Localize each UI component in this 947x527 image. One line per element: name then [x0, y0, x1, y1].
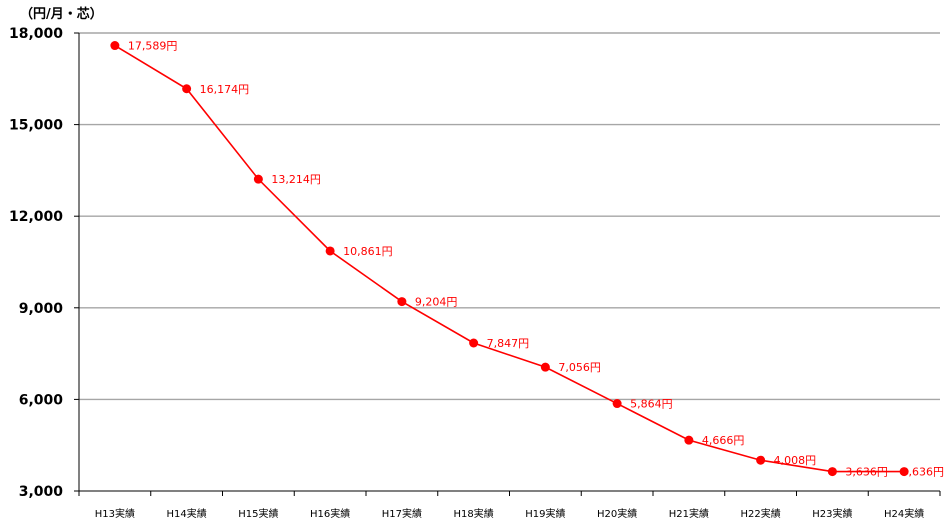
x-tick-labels: H13実績 H14実績 H15実績 H16実績 H17実績 H18実績 H19実績 H20実績…	[95, 507, 925, 520]
data-label: 4,008円	[774, 454, 817, 467]
y-tick-label: 3,000	[19, 484, 64, 500]
gridlines	[79, 32, 940, 401]
data-label: 3,636円	[845, 466, 888, 479]
data-point	[612, 399, 622, 409]
x-tick-label: H16実績	[310, 507, 350, 520]
x-tick-label: H21実績	[669, 507, 709, 520]
series-line	[114, 44, 905, 473]
x-tick-label: H18実績	[454, 507, 494, 520]
y-tick-label: 6,000	[19, 392, 64, 408]
data-point	[827, 467, 837, 477]
data-label: 7,847円	[487, 337, 530, 350]
x-tick-label: H24実績	[884, 507, 924, 520]
x-tick-label: H19実績	[525, 507, 565, 520]
x-tick-label: H22実績	[741, 507, 781, 520]
y-unit-label: （円/月・芯）	[20, 6, 103, 22]
x-tick-label: H13実績	[95, 507, 135, 520]
series-line-path	[114, 44, 905, 473]
x-tick-label: H17実績	[382, 507, 422, 520]
y-tick-labels: 3,000 6,000 9,000 12,000 15,000 18,000	[9, 26, 63, 500]
x-tick-label: H20実績	[597, 507, 637, 520]
data-point	[253, 174, 263, 184]
y-tick-label: 12,000	[9, 209, 63, 225]
data-point	[397, 297, 407, 307]
data-label: 10,861円	[343, 245, 393, 258]
x-tick-label: H23実績	[812, 507, 852, 520]
data-point	[756, 455, 766, 465]
y-tick-label: 18,000	[9, 26, 63, 42]
data-labels: 17,589円 16,174円 13,214円 10,861円 9,204円 7,847円…	[128, 40, 944, 479]
data-point	[540, 362, 550, 372]
data-label: 7,056円	[558, 361, 601, 374]
data-label: 17,589円	[128, 40, 178, 53]
data-point	[684, 435, 694, 445]
data-label: 4,666円	[702, 434, 745, 447]
data-point	[110, 41, 120, 51]
data-point	[469, 338, 479, 348]
data-label: 9,204円	[415, 296, 458, 309]
data-point	[182, 84, 192, 94]
data-points	[110, 41, 909, 477]
axes	[74, 32, 941, 496]
data-label: 13,214円	[271, 173, 321, 186]
y-tick-label: 9,000	[19, 301, 64, 317]
x-tick-label: H15実績	[238, 507, 278, 520]
data-label: 5,864円	[630, 398, 673, 411]
y-tick-label: 15,000	[9, 118, 63, 134]
x-tick-label: H14実績	[167, 507, 207, 520]
data-label: 3,636円	[902, 466, 945, 479]
data-point	[325, 246, 335, 256]
data-label: 16,174円	[200, 83, 250, 96]
data-point	[899, 467, 909, 477]
